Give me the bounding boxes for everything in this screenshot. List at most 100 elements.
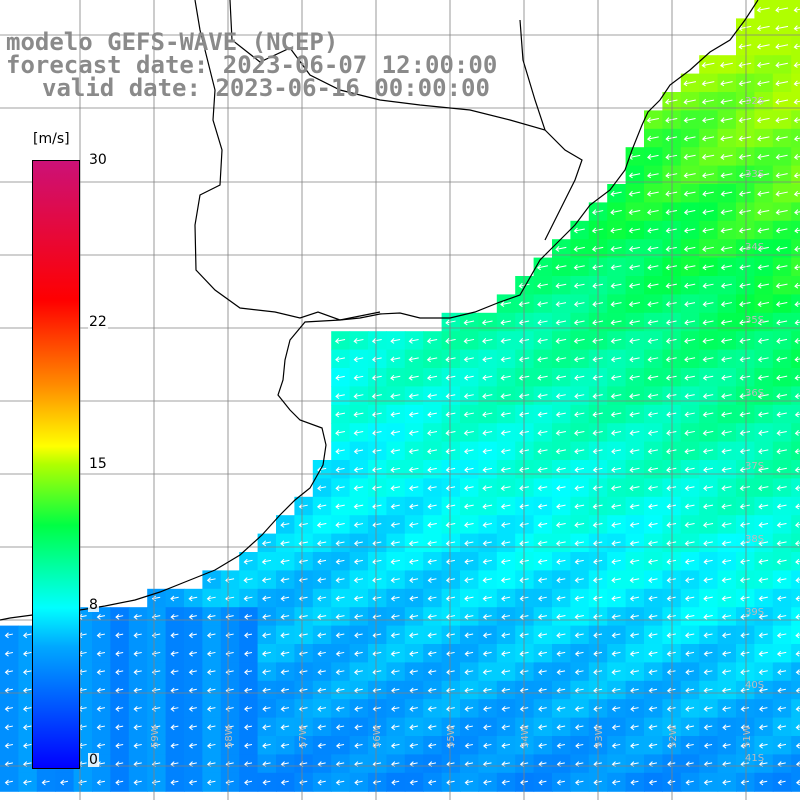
wind-arrow: [353, 540, 363, 547]
wind-arrow: [445, 448, 456, 455]
wind-arrow: [720, 154, 733, 160]
wind-arrow: [206, 779, 216, 786]
wind-arrow: [610, 301, 622, 308]
wind-arrow: [244, 650, 253, 657]
wind-arrow: [4, 650, 13, 657]
wind-arrow: [353, 669, 363, 676]
wind-arrow: [556, 669, 566, 676]
wind-arrow: [482, 595, 492, 602]
wind-arrow: [757, 338, 769, 344]
wind-arrow: [96, 706, 106, 712]
wind-arrow: [483, 706, 492, 712]
wind-arrow: [646, 117, 659, 124]
wind-speed-cell: [791, 588, 800, 608]
wind-arrow: [536, 264, 548, 271]
wind-arrow: [463, 411, 474, 418]
wind-arrow: [280, 742, 290, 749]
wind-arrow: [464, 614, 474, 620]
wind-arrow: [409, 503, 419, 510]
wind-arrow: [628, 190, 641, 197]
wind-arrow: [683, 98, 696, 105]
wind-arrow: [445, 595, 456, 602]
wind-arrow: [335, 632, 345, 639]
wind-arrow: [740, 779, 750, 786]
wind-arrow: [261, 577, 272, 584]
wind-arrow: [188, 669, 197, 675]
wind-arrow: [610, 282, 622, 289]
wind-arrow: [519, 742, 529, 749]
wind-arrow: [646, 209, 659, 216]
wind-arrow: [501, 669, 511, 676]
wind-arrow: [372, 540, 382, 547]
wind-arrow: [611, 724, 621, 731]
wind-arrow: [96, 650, 106, 657]
wind-arrow: [390, 338, 401, 344]
wind-arrow: [133, 669, 142, 675]
wind-arrow: [610, 338, 622, 344]
wind-arrow: [684, 503, 695, 510]
wind-arrow: [390, 632, 400, 639]
wind-arrow: [446, 779, 455, 786]
wind-arrow: [96, 724, 106, 731]
wind-arrow: [776, 374, 788, 381]
wind-arrow: [574, 632, 584, 639]
wind-arrow: [684, 466, 695, 473]
wind-arrow: [537, 466, 548, 473]
wind-arrow: [575, 724, 584, 731]
wind-arrow: [795, 595, 800, 602]
wind-arrow: [22, 650, 32, 657]
wind-arrow: [427, 650, 437, 657]
wind-arrow: [298, 632, 308, 639]
wind-arrow: [427, 742, 437, 749]
wind-arrow: [372, 706, 381, 712]
wind-arrow: [464, 632, 474, 639]
wind-speed-cell: [791, 662, 800, 682]
wind-arrow: [501, 742, 510, 749]
wind-arrow: [445, 503, 456, 510]
lon-label: 57W: [298, 725, 309, 748]
wind-arrow: [538, 706, 547, 712]
lat-label: 36S: [745, 388, 764, 399]
wind-arrow: [445, 430, 456, 436]
wind-arrow: [243, 595, 253, 602]
wind-arrow: [538, 724, 547, 731]
wind-arrow: [739, 374, 751, 381]
wind-arrow: [22, 706, 32, 712]
wind-arrow: [537, 558, 548, 565]
wind-arrow: [721, 558, 732, 565]
wind-arrow: [793, 80, 800, 87]
wind-arrow: [702, 172, 715, 179]
wind-arrow: [628, 319, 640, 326]
wind-arrow: [353, 393, 364, 400]
wind-arrow: [721, 522, 732, 528]
wind-arrow: [739, 448, 750, 455]
wind-arrow: [630, 706, 639, 712]
wind-arrow: [501, 595, 511, 602]
wind-arrow: [244, 669, 253, 675]
wind-arrow: [335, 669, 345, 676]
wind-arrow: [610, 246, 622, 252]
wind-arrow: [518, 301, 530, 308]
wind-arrow: [427, 393, 437, 400]
wind-arrow: [702, 411, 714, 418]
wind-arrow: [335, 779, 345, 786]
wind-arrow: [611, 503, 622, 510]
lat-label: 34S: [745, 242, 764, 253]
wind-arrow: [722, 650, 731, 657]
wind-arrow: [280, 614, 290, 620]
wind-arrow: [372, 742, 382, 749]
wind-arrow: [777, 779, 786, 786]
wind-arrow: [795, 558, 800, 565]
wind-speed-cell: [791, 644, 800, 663]
wind-arrow: [500, 393, 511, 400]
wind-arrow: [427, 503, 437, 510]
wind-arrow: [648, 779, 657, 786]
wind-arrow: [335, 411, 346, 418]
wind-arrow: [647, 448, 658, 455]
wind-arrow: [334, 338, 346, 344]
wind-arrow: [519, 430, 529, 436]
wind-arrow: [500, 466, 511, 473]
wind-arrow: [464, 706, 474, 712]
lon-label: 51W: [742, 725, 753, 748]
wind-arrow: [556, 650, 566, 657]
